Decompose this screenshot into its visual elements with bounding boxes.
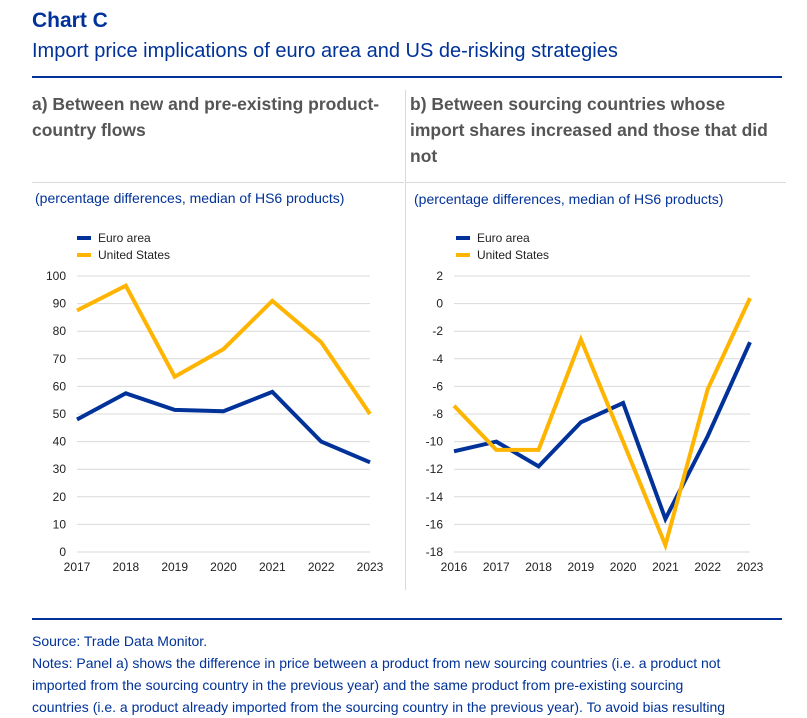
chart-b-ytick-1: -16 [426,517,444,531]
chart-b-xtick-1: 2017 [483,560,510,574]
chart-title: Import price implications of euro area a… [32,40,618,62]
chart-a-legend-0-label: Euro area [98,231,151,245]
chart-a-legend-1-label: United States [98,248,170,262]
footer: Source: Trade Data Monitor. Notes: Panel… [32,630,792,718]
chart-b-ytick-3: -12 [426,462,444,476]
chart-b-ytick-6: -6 [432,379,443,393]
footer-notes-line-1: Notes: Panel a) shows the difference in … [32,655,721,671]
top-rule [32,76,782,78]
chart-a-xtick-6: 2023 [357,560,384,574]
chart-a-xtick-0: 2017 [64,560,91,574]
chart-a-ytick-1: 10 [53,517,67,531]
chart-a-ytick-6: 60 [53,379,67,393]
panel-a-divider [32,182,404,183]
chart-a-xtick-2: 2019 [161,560,188,574]
panel-b-divider [406,182,786,183]
panel-b-title: b) Between sourcing countries whose impo… [410,94,768,166]
chart-a-ytick-4: 40 [53,435,67,449]
chart-b-xtick-3: 2019 [568,560,595,574]
panel-a-units: (percentage differences, median of HS6 p… [35,190,345,206]
chart-a-series-1-line [76,283,372,416]
bottom-rule [32,618,782,620]
chart-a-xtick-4: 2021 [259,560,286,574]
chart-b-ytick-8: -2 [432,324,443,338]
chart-a-ytick-8: 80 [53,324,67,338]
footer-notes-line-3: countries (i.e. a product already import… [32,699,726,715]
chart-a-ytick-10: 100 [46,269,66,283]
panel-a-title: a) Between new and pre-existing product-… [32,94,380,140]
chart-b-series-1-line [452,297,752,552]
panel-b-units: (percentage differences, median of HS6 p… [414,191,724,207]
chart-a-series-0-line [76,389,371,465]
chart-a-ytick-9: 90 [53,297,67,311]
chart-b-legend-1-label: United States [477,248,549,262]
chart-a-ytick-0: 0 [59,545,66,559]
chart-b-ytick-4: -10 [426,435,444,449]
chart-a-ytick-5: 50 [53,407,67,421]
footer-notes-line-2: imported from the sourcing country in th… [32,677,684,693]
chart-b-xtick-2: 2018 [525,560,552,574]
panel-divider [405,90,406,590]
chart-b-ytick-9: 0 [436,297,443,311]
chart-b-legend-0-label: Euro area [477,231,530,245]
chart-b-xtick-7: 2023 [737,560,764,574]
chart-b-series-0-line [453,341,752,524]
chart-b-ytick-7: -4 [432,352,443,366]
chart-label: Chart C [32,9,108,32]
chart-a-xtick-1: 2018 [112,560,139,574]
footer-source: Source: Trade Data Monitor. [32,633,208,649]
chart-a-xtick-3: 2020 [210,560,237,574]
chart-b-ytick-2: -14 [426,490,444,504]
chart-b-xtick-0: 2016 [441,560,468,574]
chart-a-ytick-3: 30 [53,462,67,476]
chart-b-ytick-5: -8 [432,407,443,421]
chart-b-xtick-4: 2020 [610,560,637,574]
chart-b-ytick-10: 2 [436,269,443,283]
chart-a-ytick-2: 20 [53,490,67,504]
chart-a-ytick-7: 70 [53,352,67,366]
chart-b-ytick-0: -18 [426,545,444,559]
chart-b-xtick-5: 2021 [652,560,679,574]
chart-b-xtick-6: 2022 [694,560,721,574]
chart-a-xtick-5: 2022 [308,560,335,574]
